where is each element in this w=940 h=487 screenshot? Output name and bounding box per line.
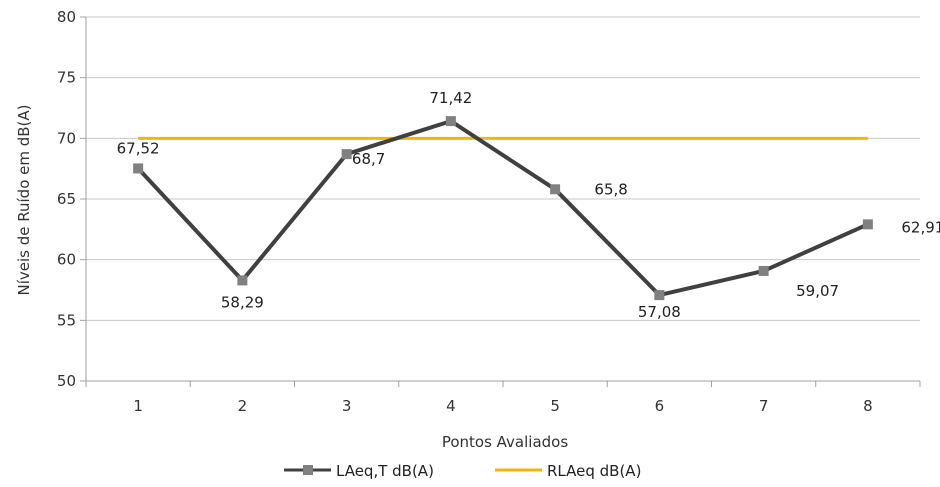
y-tick-label: 70	[57, 129, 76, 147]
legend-label-rlaeq: RLAeq dB(A)	[547, 462, 641, 480]
y-tick-label: 80	[57, 8, 76, 26]
y-tick-label: 55	[57, 311, 76, 329]
data-label: 59,07	[796, 282, 839, 300]
y-tick-label: 65	[57, 190, 76, 208]
x-tick-label: 2	[238, 397, 248, 415]
y-tick-label: 75	[57, 69, 76, 87]
data-label: 71,42	[429, 89, 472, 107]
axes	[80, 16, 921, 387]
x-tick-label: 6	[655, 397, 665, 415]
legend: LAeq,T dB(A) RLAeq dB(A)	[284, 462, 641, 480]
x-tick-label: 5	[550, 397, 560, 415]
x-tick-label: 3	[342, 397, 352, 415]
x-tick-label: 1	[133, 397, 143, 415]
legend-label-laeq: LAeq,T dB(A)	[336, 462, 434, 480]
data-point-laeq	[654, 290, 665, 301]
data-point-laeq	[341, 149, 352, 160]
data-point-laeq	[445, 116, 456, 127]
data-label: 65,8	[594, 180, 627, 198]
grid-lines	[86, 16, 920, 321]
x-axis-title: Pontos Avaliados	[442, 433, 569, 451]
x-tick-labels: 1 2 3 4 5 6 7 8	[133, 397, 872, 415]
data-point-laeq	[758, 265, 769, 276]
data-point-laeq	[237, 275, 248, 286]
series-layer	[133, 116, 873, 301]
legend-marker-laeq	[303, 465, 313, 475]
x-tick-label: 8	[863, 397, 873, 415]
data-label: 67,52	[117, 139, 160, 157]
data-point-laeq	[862, 219, 873, 230]
y-axis-title: Níveis de Ruído em dB(A)	[15, 104, 33, 295]
data-point-laeq	[133, 163, 144, 174]
y-tick-label: 60	[57, 251, 76, 269]
data-labels: 67,52 58,29 68,7 71,42 65,8 57,08 59,07 62,91	[117, 89, 940, 321]
data-label: 62,91	[901, 218, 940, 236]
data-label: 57,08	[638, 303, 681, 321]
series-line-laeq	[136, 119, 869, 298]
y-tick-labels: 50 55 60 65 70 75 80	[57, 8, 76, 390]
x-tick-label: 4	[446, 397, 456, 415]
data-point-laeq	[550, 184, 561, 195]
data-label: 68,7	[352, 150, 385, 168]
y-tick-label: 50	[57, 372, 76, 390]
x-tick-label: 7	[759, 397, 769, 415]
data-label: 58,29	[221, 293, 264, 311]
